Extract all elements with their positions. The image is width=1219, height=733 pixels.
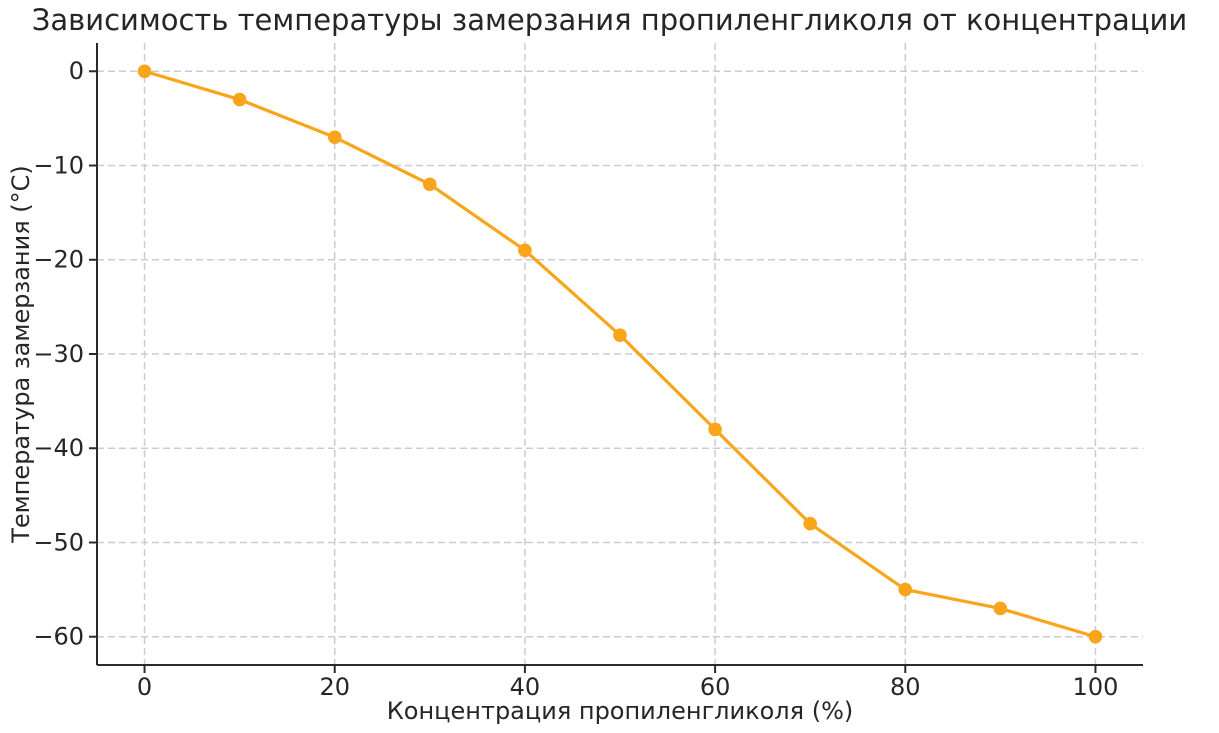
data-point — [518, 243, 532, 258]
x-tick-label: 0 — [137, 673, 152, 701]
data-point — [327, 130, 342, 145]
data-point — [137, 64, 152, 79]
data-point — [993, 601, 1008, 616]
data-point — [613, 328, 627, 342]
data-point — [898, 582, 913, 597]
y-tick-label: −10 — [33, 151, 84, 179]
y-tick-label: −60 — [33, 623, 84, 651]
data-point — [803, 516, 817, 531]
data-point — [1088, 629, 1103, 644]
x-axis-label: Концентрация пропиленгликоля (%) — [386, 697, 854, 725]
y-tick-label: −50 — [33, 528, 84, 556]
data-point — [708, 422, 722, 437]
x-tick-label: 100 — [1073, 673, 1119, 701]
x-tick-label: 60 — [700, 673, 731, 701]
x-tick-label: 80 — [890, 673, 921, 701]
x-tick-label: 40 — [510, 673, 541, 701]
x-tick-label: 20 — [319, 673, 350, 701]
y-tick-label: −20 — [33, 246, 84, 274]
y-tick-label: 0 — [69, 57, 84, 85]
data-point — [232, 92, 247, 107]
y-tick-label: −40 — [33, 434, 84, 462]
y-tick-label: −30 — [33, 340, 84, 368]
chart-title: Зависимость температуры замерзания пропи… — [31, 3, 1188, 37]
data-point — [423, 177, 437, 192]
